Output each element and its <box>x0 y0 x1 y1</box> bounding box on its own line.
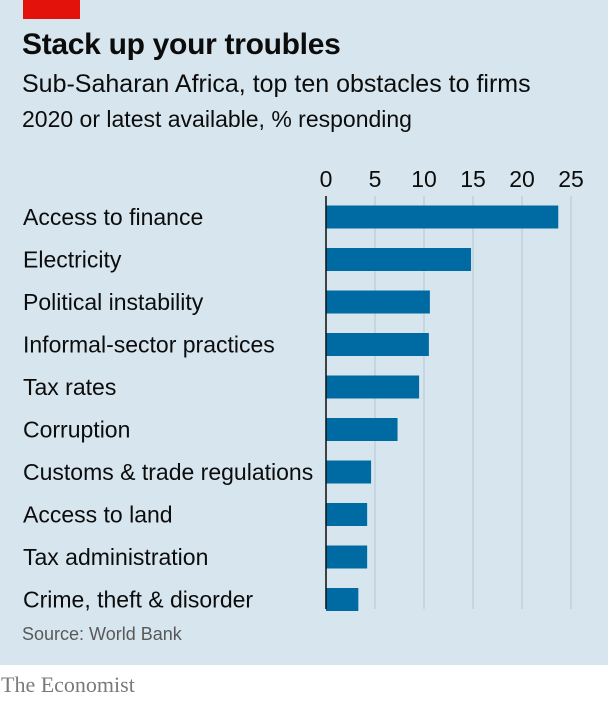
category-label: Customs & trade regulations <box>23 459 313 485</box>
source-note: Source: World Bank <box>22 624 182 644</box>
bar <box>326 205 559 229</box>
x-tick-label: 0 <box>320 166 333 192</box>
category-label: Political instability <box>23 289 204 315</box>
bar-chart: 0 5 10 15 20 25 Access to finance Electricity P… <box>23 166 584 613</box>
bars <box>326 205 559 611</box>
category-label: Crime, theft & disorder <box>23 587 253 613</box>
bar <box>326 588 359 611</box>
bar <box>326 460 372 484</box>
chart-unit-note: 2020 or latest available, % responding <box>22 106 412 132</box>
category-label: Corruption <box>23 417 130 443</box>
brand-red-tab <box>23 0 80 19</box>
chart-panel <box>0 0 608 665</box>
category-label: Access to finance <box>23 204 203 230</box>
x-tick-label: 15 <box>460 166 486 192</box>
category-label: Tax administration <box>23 544 208 570</box>
x-tick-label: 20 <box>509 166 535 192</box>
category-labels: Access to finance Electricity Political in… <box>23 204 313 613</box>
bar <box>326 503 368 526</box>
bar <box>326 248 472 271</box>
chart-title: Stack up your troubles <box>22 28 341 61</box>
bar <box>326 375 420 399</box>
x-axis-ticks: 0 5 10 15 20 25 <box>320 166 584 192</box>
bar <box>326 290 430 314</box>
bar <box>326 545 368 569</box>
x-tick-label: 25 <box>558 166 584 192</box>
category-label: Electricity <box>23 247 122 273</box>
bar <box>326 333 429 356</box>
publisher-logo: The Economist <box>1 672 135 697</box>
bar <box>326 418 398 441</box>
category-label: Tax rates <box>23 374 116 400</box>
x-tick-label: 5 <box>369 166 382 192</box>
category-label: Informal-sector practices <box>23 332 275 358</box>
category-label: Access to land <box>23 502 173 528</box>
x-tick-label: 10 <box>411 166 437 192</box>
chart-subtitle: Sub-Saharan Africa, top ten obstacles to… <box>22 70 531 98</box>
